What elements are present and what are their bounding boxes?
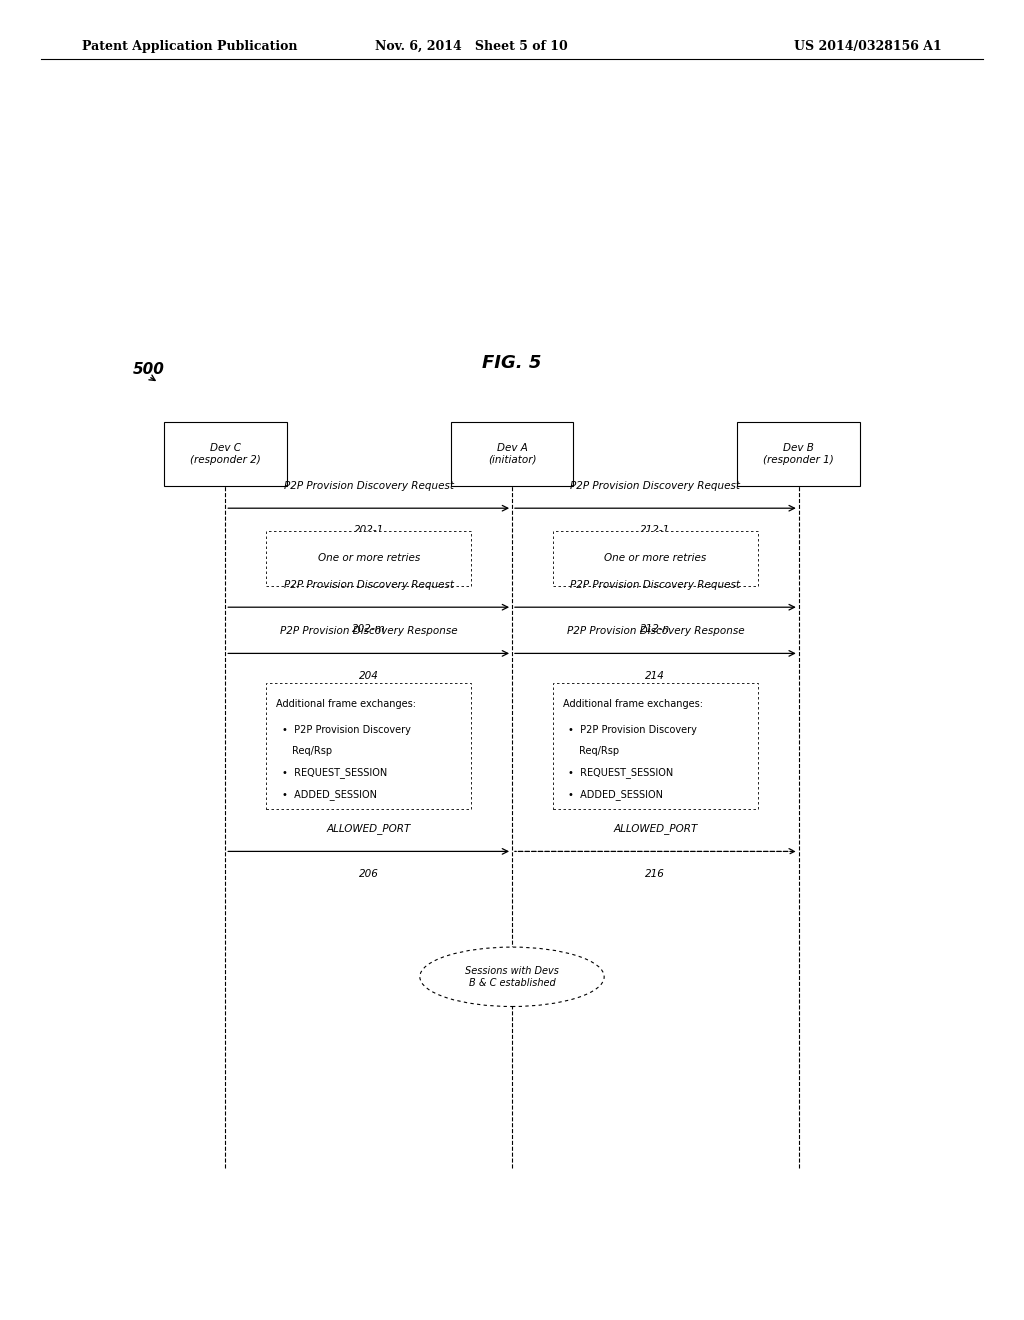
FancyBboxPatch shape xyxy=(164,422,287,486)
Text: Sessions with Devs
B & C established: Sessions with Devs B & C established xyxy=(465,966,559,987)
Text: P2P Provision Discovery Request: P2P Provision Discovery Request xyxy=(570,480,740,491)
FancyBboxPatch shape xyxy=(553,682,758,808)
Text: P2P Provision Discovery Request: P2P Provision Discovery Request xyxy=(284,579,454,590)
Text: 204: 204 xyxy=(358,671,379,681)
FancyBboxPatch shape xyxy=(266,682,471,808)
Text: FIG. 5: FIG. 5 xyxy=(482,354,542,372)
Text: •  P2P Provision Discovery: • P2P Provision Discovery xyxy=(282,726,411,735)
Text: Req/Rsp: Req/Rsp xyxy=(579,747,618,756)
Text: 216: 216 xyxy=(645,869,666,879)
Text: Dev C
(responder 2): Dev C (responder 2) xyxy=(189,444,261,465)
Text: •  ADDED_SESSION: • ADDED_SESSION xyxy=(282,789,377,800)
Text: 206: 206 xyxy=(358,869,379,879)
Text: •  REQUEST_SESSION: • REQUEST_SESSION xyxy=(568,768,674,779)
Text: P2P Provision Discovery Response: P2P Provision Discovery Response xyxy=(566,626,744,636)
Text: •  REQUEST_SESSION: • REQUEST_SESSION xyxy=(282,768,387,779)
Text: 212-n: 212-n xyxy=(640,624,671,635)
Text: Dev A
(initiator): Dev A (initiator) xyxy=(487,444,537,465)
Text: 202-m: 202-m xyxy=(352,624,385,635)
Text: US 2014/0328156 A1: US 2014/0328156 A1 xyxy=(795,40,942,53)
Text: ALLOWED_PORT: ALLOWED_PORT xyxy=(613,824,697,834)
Text: •  P2P Provision Discovery: • P2P Provision Discovery xyxy=(568,726,697,735)
Text: P2P Provision Discovery Response: P2P Provision Discovery Response xyxy=(280,626,458,636)
Text: 202-1: 202-1 xyxy=(353,525,384,536)
Text: ALLOWED_PORT: ALLOWED_PORT xyxy=(327,824,411,834)
Text: Additional frame exchanges:: Additional frame exchanges: xyxy=(563,700,703,709)
Text: Req/Rsp: Req/Rsp xyxy=(292,747,332,756)
FancyBboxPatch shape xyxy=(553,531,758,586)
Text: 212-1: 212-1 xyxy=(640,525,671,536)
Text: Nov. 6, 2014   Sheet 5 of 10: Nov. 6, 2014 Sheet 5 of 10 xyxy=(375,40,567,53)
FancyBboxPatch shape xyxy=(451,422,573,486)
Text: P2P Provision Discovery Request: P2P Provision Discovery Request xyxy=(570,579,740,590)
Text: Dev B
(responder 1): Dev B (responder 1) xyxy=(763,444,835,465)
Text: One or more retries: One or more retries xyxy=(317,553,420,564)
Text: Additional frame exchanges:: Additional frame exchanges: xyxy=(276,700,417,709)
Text: Patent Application Publication: Patent Application Publication xyxy=(82,40,297,53)
Ellipse shape xyxy=(420,948,604,1006)
Text: P2P Provision Discovery Request: P2P Provision Discovery Request xyxy=(284,480,454,491)
FancyBboxPatch shape xyxy=(737,422,860,486)
FancyBboxPatch shape xyxy=(266,531,471,586)
Text: 500: 500 xyxy=(133,362,165,378)
Text: •  ADDED_SESSION: • ADDED_SESSION xyxy=(568,789,664,800)
Text: 214: 214 xyxy=(645,671,666,681)
Text: One or more retries: One or more retries xyxy=(604,553,707,564)
